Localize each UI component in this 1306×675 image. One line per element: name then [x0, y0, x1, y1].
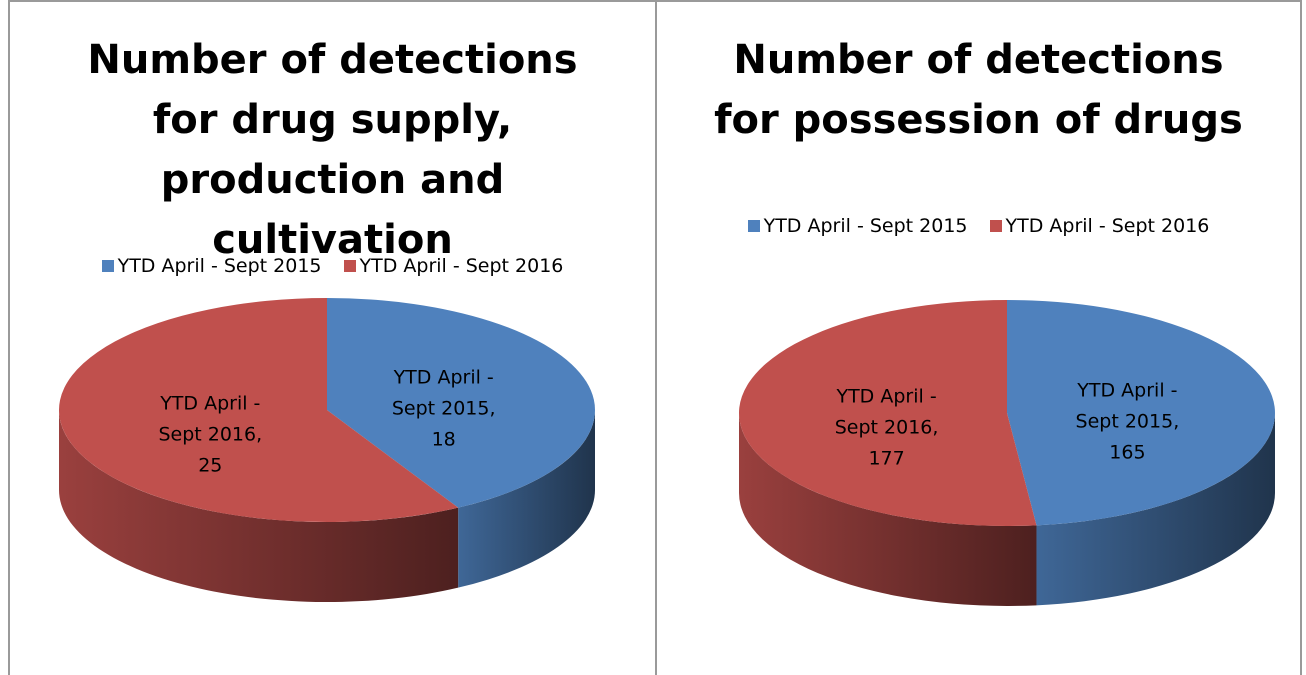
pie-slice — [327, 298, 595, 508]
data-label: YTD April - Sept 2016, 177 — [834, 385, 939, 470]
pie-side — [739, 413, 1037, 606]
legend-label: YTD April - Sept 2015 — [117, 255, 322, 277]
legend-item: YTD April - Sept 2016 — [989, 215, 1210, 237]
legend-swatch — [989, 220, 1002, 232]
legend-swatch — [343, 260, 356, 272]
legend-swatch — [101, 260, 114, 272]
legend: YTD April - Sept 2015 YTD April - Sept 20… — [655, 215, 1302, 237]
legend-label: YTD April - Sept 2015 — [763, 215, 968, 237]
data-label: YTD April - Sept 2016, 25 — [158, 392, 263, 477]
legend-item: YTD April - Sept 2016 — [343, 255, 564, 277]
pie-slice — [739, 300, 1037, 526]
chart-title: Number of detections for possession of d… — [714, 37, 1243, 143]
legend-item: YTD April - Sept 2015 — [747, 215, 968, 237]
pie-side — [1036, 413, 1275, 606]
legend-item: YTD April - Sept 2015 — [101, 255, 322, 277]
pie-slice — [59, 298, 459, 522]
legend-label: YTD April - Sept 2016 — [1005, 215, 1210, 237]
pie-sides — [59, 410, 595, 602]
pie-tops — [739, 300, 1276, 526]
legend-label: YTD April - Sept 2016 — [359, 255, 564, 277]
chart-title: Number of detections for drug supply, pr… — [87, 37, 578, 263]
pie-tops — [59, 298, 595, 522]
pie-sides — [739, 413, 1275, 606]
data-label: YTD April - Sept 2015, 18 — [391, 366, 496, 451]
pie-side — [458, 410, 595, 588]
data-label: YTD April - Sept 2015, 165 — [1075, 379, 1180, 464]
pie-slice — [1007, 300, 1276, 526]
chart-panel — [655, 0, 1302, 675]
legend-swatch — [747, 220, 760, 232]
legend: YTD April - Sept 2015 YTD April - Sept 20… — [8, 255, 657, 277]
pie-side — [59, 410, 459, 602]
